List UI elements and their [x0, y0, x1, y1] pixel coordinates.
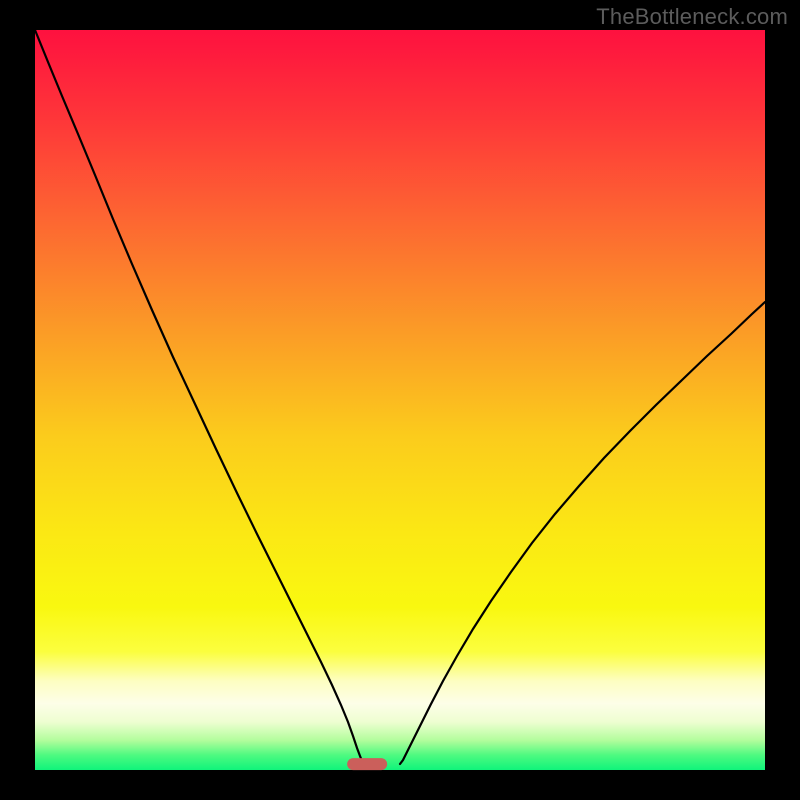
minimum-marker: [347, 758, 387, 770]
bottleneck-plot: [0, 0, 800, 800]
gradient-background: [35, 30, 765, 770]
chart-canvas: TheBottleneck.com: [0, 0, 800, 800]
